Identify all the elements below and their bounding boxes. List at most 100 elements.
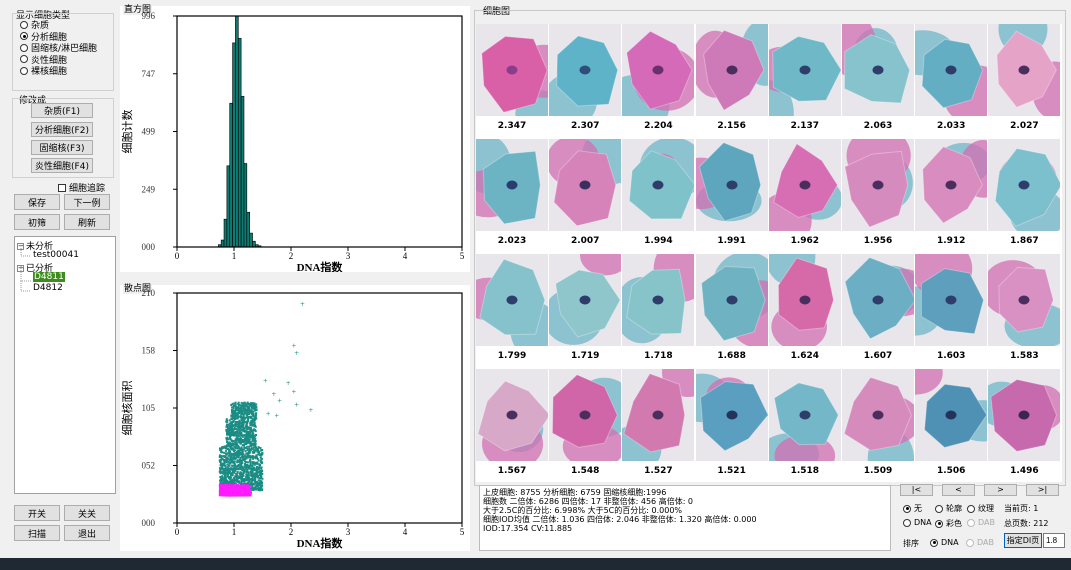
cell-image[interactable] [768, 369, 841, 461]
cell-thumbnail[interactable]: 1.912 [915, 139, 988, 253]
cell-thumbnail[interactable]: 2.023 [476, 139, 549, 253]
radio-button[interactable] [20, 66, 28, 75]
cell-thumbnail[interactable]: 1.867 [988, 139, 1061, 253]
cell-thumbnail[interactable]: 1.509 [842, 369, 915, 483]
modify-pyknotic-button[interactable]: 固缩核(F3) [31, 140, 93, 155]
radio-button[interactable] [935, 504, 943, 513]
specify-di-page-button[interactable]: 指定DI页 [1004, 533, 1042, 548]
radio-option[interactable]: 无 [903, 503, 922, 514]
cell-image[interactable] [695, 139, 768, 231]
cell-type-option[interactable]: 分析细胞 [20, 31, 67, 43]
tree-item-unanalyzed[interactable]: test00041 [33, 250, 79, 260]
cell-thumbnail[interactable]: 1.518 [768, 369, 842, 483]
cell-thumbnail[interactable]: 1.496 [988, 369, 1061, 483]
cell-image[interactable] [695, 254, 768, 346]
radio-button[interactable] [20, 32, 28, 40]
cell-image[interactable] [842, 24, 914, 116]
cell-image[interactable] [915, 369, 988, 461]
cell-type-option[interactable]: 固缩核/淋巴细胞 [20, 42, 97, 54]
cell-thumbnail[interactable]: 2.063 [842, 24, 915, 138]
cell-thumbnail[interactable]: 1.991 [695, 139, 769, 253]
cell-thumbnail[interactable]: 2.033 [915, 24, 988, 138]
cell-thumbnail[interactable]: 2.137 [768, 24, 842, 138]
cell-image[interactable] [768, 139, 841, 231]
cell-image[interactable] [915, 24, 988, 116]
cell-thumbnail[interactable]: 2.156 [695, 24, 769, 138]
cell-image[interactable] [842, 254, 914, 346]
first-page-button[interactable]: |< [900, 484, 933, 496]
cell-thumbnail[interactable]: 2.204 [622, 24, 695, 138]
cell-type-option[interactable]: 炎性细胞 [20, 54, 67, 66]
case-tree[interactable]: − 未分析 test00041 − 已分析 D4811 D4812 [14, 236, 116, 494]
cell-image[interactable] [988, 139, 1061, 231]
cell-thumbnail[interactable]: 1.521 [695, 369, 769, 483]
cell-thumbnail[interactable]: 1.994 [622, 139, 695, 253]
power-on-button[interactable]: 开关 [14, 505, 60, 521]
cell-thumbnail[interactable]: 1.527 [622, 369, 695, 483]
cell-thumbnail[interactable]: 1.506 [915, 369, 988, 483]
cell-thumbnail[interactable]: 1.718 [622, 254, 695, 368]
cell-thumbnail[interactable]: 1.719 [549, 254, 622, 368]
cell-image[interactable] [915, 254, 988, 346]
cell-thumbnail[interactable]: 1.962 [768, 139, 842, 253]
cell-image[interactable] [768, 254, 841, 346]
cell-thumbnail[interactable]: 1.607 [842, 254, 915, 368]
cell-thumbnail[interactable]: 1.603 [915, 254, 988, 368]
last-page-button[interactable]: >| [1026, 484, 1059, 496]
cell-thumbnail[interactable]: 2.347 [476, 24, 549, 138]
scan-button[interactable]: 扫描 [14, 525, 60, 541]
cell-image[interactable] [842, 369, 914, 461]
save-button[interactable]: 保存 [14, 194, 60, 210]
cell-thumbnail[interactable]: 1.688 [695, 254, 769, 368]
prev-page-button[interactable]: < [942, 484, 975, 496]
cell-image[interactable] [622, 139, 695, 231]
cell-image[interactable] [622, 254, 695, 346]
cell-thumbnail[interactable]: 1.567 [476, 369, 549, 483]
radio-option[interactable]: DNA [930, 538, 959, 547]
cell-thumbnail[interactable]: 2.027 [988, 24, 1061, 138]
radio-button[interactable] [930, 538, 938, 547]
collapse-icon[interactable]: − [17, 242, 24, 250]
radio-button[interactable] [20, 55, 28, 63]
refresh-button[interactable]: 刷新 [64, 214, 110, 230]
cell-type-option[interactable]: 裸核细胞 [20, 65, 67, 77]
initial-screen-button[interactable]: 初筛 [14, 214, 60, 230]
cell-image[interactable] [549, 139, 622, 231]
cell-image[interactable] [915, 139, 988, 231]
cell-image[interactable] [476, 254, 548, 346]
radio-option[interactable]: 轮廓 [935, 503, 962, 514]
cell-thumbnail[interactable]: 1.799 [476, 254, 549, 368]
tree-node-unanalyzed[interactable]: − 未分析 [17, 239, 53, 252]
cell-image[interactable] [842, 139, 914, 231]
tree-item-analyzed[interactable]: D4812 [33, 283, 63, 293]
cell-thumbnail[interactable]: 1.624 [768, 254, 842, 368]
modify-inflammatory-button[interactable]: 炎性细胞(F4) [31, 158, 93, 173]
cell-image[interactable] [476, 369, 548, 461]
radio-button[interactable] [20, 43, 28, 52]
radio-option[interactable]: DNA [903, 518, 932, 527]
cell-image[interactable] [988, 369, 1061, 461]
radio-button[interactable] [967, 504, 975, 513]
cell-thumbnail[interactable]: 2.307 [549, 24, 622, 138]
cell-image[interactable] [549, 369, 622, 461]
modify-analysis-cell-button[interactable]: 分析细胞(F2) [31, 122, 93, 137]
radio-button[interactable] [903, 518, 911, 527]
radio-option[interactable]: 彩色 [935, 518, 962, 529]
cell-thumbnail[interactable]: 2.007 [549, 139, 622, 253]
cell-image[interactable] [622, 24, 695, 116]
next-page-button[interactable]: > [984, 484, 1017, 496]
radio-button[interactable] [20, 20, 28, 29]
cell-track-checkbox[interactable] [58, 183, 66, 192]
modify-impurity-button[interactable]: 杂质(F1) [31, 103, 93, 118]
radio-option[interactable]: 纹理 [967, 503, 994, 514]
cell-image[interactable] [549, 24, 622, 116]
cell-image[interactable] [695, 24, 768, 116]
cell-image[interactable] [988, 254, 1061, 346]
cell-image[interactable] [476, 24, 548, 116]
next-case-button[interactable]: 下一例 [64, 194, 110, 210]
radio-button[interactable] [903, 504, 911, 513]
cell-image[interactable] [768, 24, 841, 116]
cell-image[interactable] [695, 369, 768, 461]
power-off-button[interactable]: 关关 [64, 505, 110, 521]
cell-image[interactable] [622, 369, 695, 461]
